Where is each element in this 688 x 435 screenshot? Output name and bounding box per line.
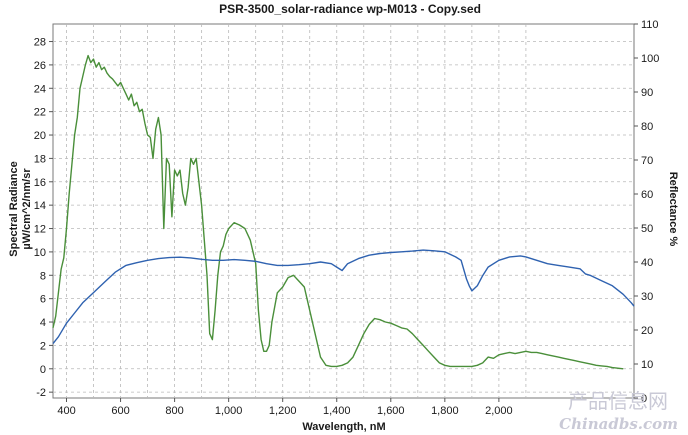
- y-right-tick-label: 40: [641, 257, 653, 269]
- y-axis-left-title-line2: µW/cm^2/nm/sr: [21, 168, 33, 250]
- y-axis-right-title: Reflectance %: [667, 172, 679, 247]
- y-left-tick-label: 4: [40, 317, 46, 329]
- y-right-tick-label: 110: [641, 19, 659, 31]
- x-axis: 400 600 800 1,000 1,200 1,400 1,600 1,800 2,000: [57, 398, 513, 417]
- y-left-tick-label: -2: [36, 387, 46, 399]
- y-left-tick-label: 8: [40, 270, 46, 282]
- x-tick-label: 400: [57, 405, 75, 417]
- reflectance-series-line: [52, 249, 635, 345]
- y-right-tick-label: 20: [641, 325, 653, 337]
- y-right-tick-label: 10: [641, 359, 653, 371]
- x-tick-label: 2,000: [485, 405, 513, 417]
- grid: [53, 24, 634, 398]
- x-tick-label: 1,000: [215, 405, 243, 417]
- y-right-tick-label: 70: [641, 155, 653, 167]
- y-right-tick-label: 50: [641, 223, 653, 235]
- x-tick-label: 800: [165, 405, 183, 417]
- y-right-tick-label: 90: [641, 87, 653, 99]
- y-left-tick-label: 24: [34, 83, 46, 95]
- y-right-tick-label: 80: [641, 121, 653, 133]
- y-left-tick-label: 12: [34, 224, 46, 236]
- y-axis-right: 0 10 20 30 40 50 60 70 80 90 100 110: [634, 19, 659, 405]
- y-left-tick-label: 16: [34, 177, 46, 189]
- x-tick-label: 1,200: [269, 405, 297, 417]
- x-tick-label: 1,600: [377, 405, 405, 417]
- series-layer: [52, 54, 635, 370]
- y-left-tick-label: 18: [34, 153, 46, 165]
- y-left-tick-label: 0: [40, 364, 46, 376]
- y-right-tick-label: 100: [641, 53, 659, 65]
- watermark-chinese: 产品信息网: [568, 389, 668, 413]
- plot-area: [52, 23, 635, 399]
- y-left-tick-label: 26: [34, 60, 46, 72]
- watermark-site: Chinadbs.com: [559, 415, 678, 433]
- y-left-tick-label: 20: [34, 130, 46, 142]
- x-tick-label: 600: [111, 405, 129, 417]
- y-left-tick-label: 22: [34, 107, 46, 119]
- y-right-tick-label: 30: [641, 291, 653, 303]
- y-left-tick-label: 2: [40, 340, 46, 352]
- y-left-tick-label: 14: [34, 200, 46, 212]
- x-tick-label: 1,800: [431, 405, 459, 417]
- y-right-tick-label: 60: [641, 189, 653, 201]
- y-left-tick-label: 10: [34, 247, 46, 259]
- x-axis-title: Wavelength, nM: [302, 421, 385, 433]
- y-left-tick-label: 28: [34, 37, 46, 49]
- chart-title: PSR-3500_solar-radiance wp-M013 - Copy.s…: [219, 2, 481, 16]
- radiance-series-line: [52, 54, 624, 370]
- x-tick-label: 1,400: [323, 405, 351, 417]
- plot-frame: [52, 23, 635, 399]
- y-left-tick-label: 6: [40, 294, 46, 306]
- y-right-tick-label: 0: [641, 393, 647, 405]
- y-axis-left-title-line1: Spectral Radiance: [8, 161, 20, 256]
